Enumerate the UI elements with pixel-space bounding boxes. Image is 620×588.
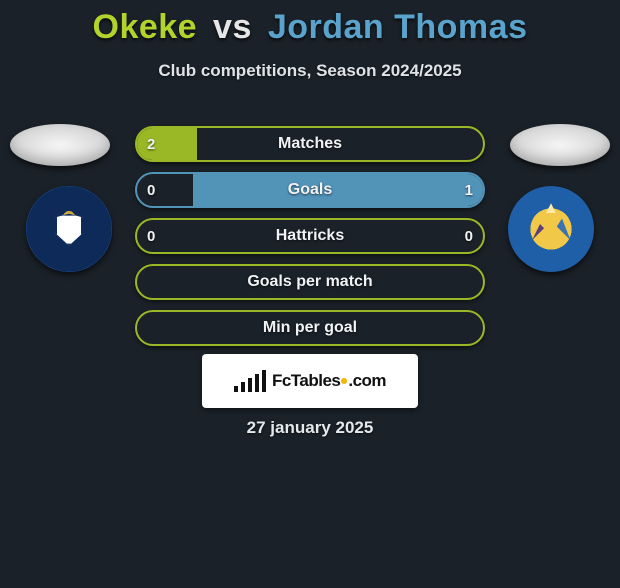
vs-text: vs [213,8,252,46]
logo-text-suffix: .com [348,371,386,390]
player1-avatar [10,124,110,166]
club-badge-right [508,186,594,272]
player2-avatar [510,124,610,166]
stat-row: 2Matches [135,126,485,162]
stat-label: Min per goal [137,312,483,344]
stat-label: Goals per match [137,266,483,298]
stat-row: 00Hattricks [135,218,485,254]
stat-label: Hattricks [137,220,483,252]
stat-label: Matches [137,128,483,160]
logo-bars-icon [234,370,266,392]
player2-name: Jordan Thomas [268,8,528,46]
fctables-logo: FcTables .com [202,354,418,408]
logo-text-main: FcTables [272,371,340,390]
stat-row: 01Goals [135,172,485,208]
stat-label: Goals [137,174,483,206]
subtitle: Club competitions, Season 2024/2025 [0,61,620,81]
stat-rows: 2Matches 01Goals 00Hattricks Goals per matc… [135,126,485,356]
date-text: 27 january 2025 [0,418,620,438]
player1-name: Okeke [93,8,198,46]
shield-icon [55,214,83,246]
logo-text: FcTables .com [272,371,386,391]
stat-row: Min per goal [135,310,485,346]
comparison-title: Okeke vs Jordan Thomas [0,8,620,47]
stat-row: Goals per match [135,264,485,300]
club-badge-left [26,186,112,272]
logo-dot [341,378,347,384]
